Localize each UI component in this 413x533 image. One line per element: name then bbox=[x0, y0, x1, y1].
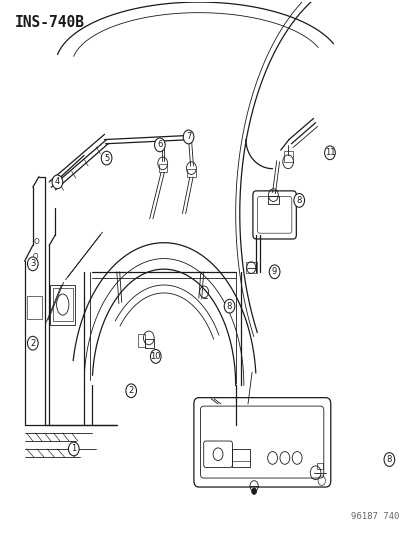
Text: 8: 8 bbox=[386, 455, 391, 464]
Bar bbox=[316, 463, 322, 469]
Circle shape bbox=[268, 265, 279, 279]
Circle shape bbox=[126, 384, 136, 398]
Text: 5: 5 bbox=[104, 154, 109, 163]
Bar bbox=[158, 164, 166, 172]
Circle shape bbox=[324, 146, 335, 160]
Text: 9: 9 bbox=[271, 267, 277, 276]
Bar bbox=[231, 449, 249, 467]
Text: 11: 11 bbox=[324, 148, 335, 157]
Circle shape bbox=[183, 130, 193, 144]
Circle shape bbox=[293, 193, 304, 207]
Circle shape bbox=[251, 488, 256, 495]
Bar bbox=[27, 296, 42, 319]
Circle shape bbox=[154, 138, 165, 152]
Circle shape bbox=[383, 453, 394, 466]
Circle shape bbox=[27, 257, 38, 271]
Circle shape bbox=[68, 442, 79, 456]
Text: 8: 8 bbox=[226, 302, 232, 311]
Text: 1: 1 bbox=[71, 445, 76, 454]
Text: 3: 3 bbox=[30, 260, 36, 268]
Bar bbox=[245, 262, 256, 273]
Text: 7: 7 bbox=[185, 132, 191, 141]
Circle shape bbox=[52, 175, 63, 189]
Circle shape bbox=[101, 151, 112, 165]
Circle shape bbox=[150, 350, 161, 364]
Text: INS-740B: INS-740B bbox=[14, 15, 84, 30]
Text: 2: 2 bbox=[128, 386, 133, 395]
Bar bbox=[138, 334, 145, 347]
Bar bbox=[283, 151, 292, 162]
Circle shape bbox=[27, 336, 38, 350]
Text: 10: 10 bbox=[150, 352, 161, 361]
Bar bbox=[145, 339, 153, 349]
Circle shape bbox=[224, 300, 234, 313]
Text: 2: 2 bbox=[30, 338, 36, 348]
Text: 4: 4 bbox=[55, 177, 60, 187]
Bar bbox=[187, 168, 195, 177]
Text: 8: 8 bbox=[296, 196, 301, 205]
Bar bbox=[268, 196, 278, 204]
Text: 96187 740: 96187 740 bbox=[350, 512, 399, 521]
Bar bbox=[50, 285, 75, 325]
Bar bbox=[53, 288, 72, 321]
Text: 6: 6 bbox=[157, 140, 162, 149]
